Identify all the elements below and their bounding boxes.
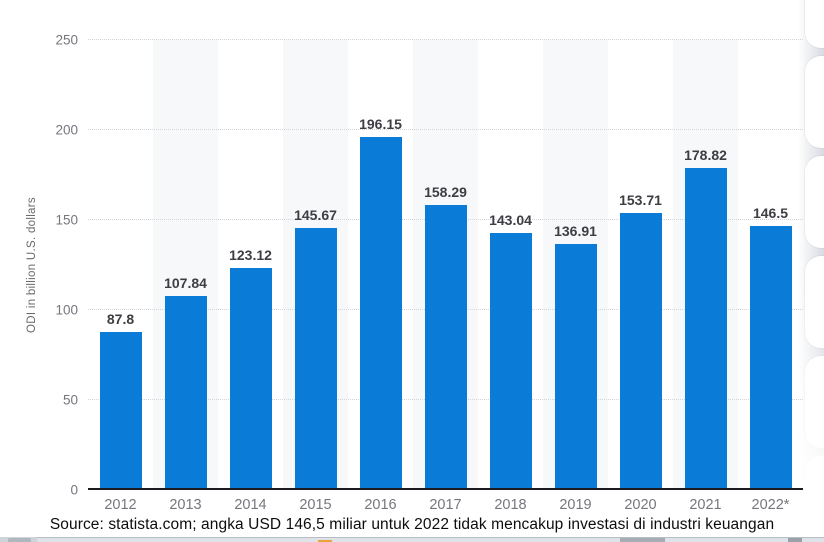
- bar-value-label: 87.8: [106, 310, 135, 327]
- bar-value-label: 136.91: [554, 222, 597, 239]
- bar-value-label: 196.15: [359, 115, 402, 132]
- y-tick-label: 150: [55, 212, 78, 228]
- x-tick-label: 2022*: [751, 497, 790, 513]
- gridline: [88, 39, 803, 40]
- bottom-edge-segment: [620, 538, 665, 542]
- x-tick-label: 2017: [429, 497, 462, 513]
- bar-value-label: 143.04: [489, 211, 532, 228]
- right-edge-decoration: [798, 0, 824, 542]
- bar[interactable]: [294, 227, 337, 490]
- gridline: [88, 129, 803, 130]
- x-axis-line: [88, 488, 803, 490]
- y-tick-label: 200: [55, 122, 78, 138]
- bar-value-label: 178.82: [684, 147, 727, 164]
- right-edge-pill: [805, 456, 824, 542]
- x-tick-label: 2016: [364, 497, 397, 513]
- bar[interactable]: [619, 213, 662, 490]
- right-edge-pill: [805, 0, 824, 48]
- bar[interactable]: [749, 226, 792, 490]
- y-tick-label: 50: [62, 392, 78, 408]
- bottom-edge-segment: [37, 537, 824, 542]
- x-tick-label: 2019: [559, 497, 592, 513]
- x-tick-label: 2021: [689, 497, 722, 513]
- bar-value-label: 107.84: [164, 274, 207, 291]
- bar[interactable]: [424, 205, 467, 490]
- right-edge-pill: [805, 356, 824, 448]
- y-tick-label: 100: [55, 302, 78, 318]
- bar[interactable]: [164, 295, 207, 490]
- bar[interactable]: [684, 168, 727, 490]
- x-tick-label: 2013: [169, 497, 202, 513]
- right-edge-pill: [805, 56, 824, 148]
- y-axis-title: ODI in billion U.S. dollars: [26, 197, 38, 333]
- bottom-window-edge: [0, 537, 824, 542]
- source-caption: Source: statista.com; angka USD 146,5 mi…: [49, 516, 775, 533]
- right-edge-pill: [805, 156, 824, 248]
- bar-value-label: 153.71: [619, 192, 662, 209]
- x-tick-label: 2018: [494, 497, 527, 513]
- bar[interactable]: [99, 331, 142, 490]
- bar-value-label: 146.5: [752, 205, 789, 222]
- x-tick-label: 2012: [104, 497, 137, 513]
- bar-value-label: 123.12: [229, 247, 272, 264]
- y-tick-label: 250: [55, 32, 78, 48]
- bar-value-label: 158.29: [424, 184, 467, 201]
- bottom-edge-segment: [788, 538, 802, 542]
- bar[interactable]: [554, 243, 597, 490]
- bar[interactable]: [229, 268, 272, 490]
- bar-value-label: 145.67: [294, 206, 337, 223]
- bottom-edge-orange-mark: [318, 540, 332, 542]
- bar[interactable]: [489, 232, 532, 490]
- x-tick-label: 2014: [234, 497, 267, 513]
- y-tick-label: 0: [70, 482, 78, 498]
- x-tick-label: 2020: [624, 497, 657, 513]
- bar[interactable]: [359, 136, 402, 490]
- x-tick-label: 2015: [299, 497, 332, 513]
- right-edge-pill: [805, 256, 824, 348]
- bottom-edge-segment: [8, 538, 31, 542]
